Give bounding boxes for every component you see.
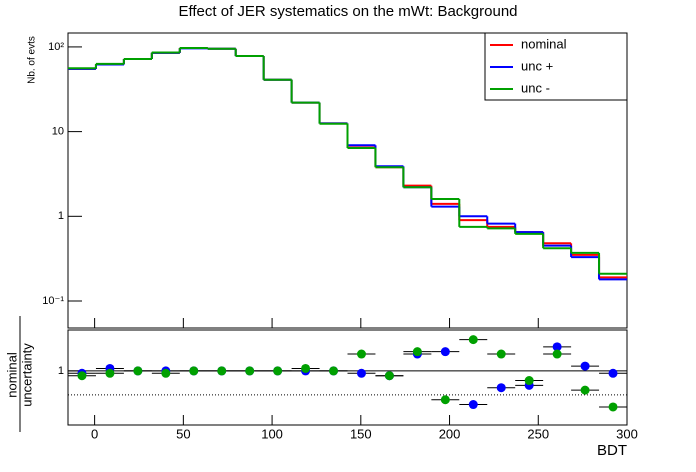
ratio-point bbox=[245, 366, 255, 376]
ratio-point bbox=[496, 383, 506, 393]
ratio-point bbox=[412, 347, 422, 357]
ratio-point bbox=[580, 385, 590, 395]
x-axis-label: BDT bbox=[597, 442, 627, 459]
plot-frame bbox=[67, 329, 628, 426]
ratio-point bbox=[496, 349, 506, 359]
x-tick-label: 250 bbox=[527, 426, 549, 441]
y-tick-label: 10 bbox=[52, 126, 64, 138]
ratio-point bbox=[608, 402, 618, 412]
ratio-point bbox=[301, 363, 311, 373]
ratio-point bbox=[468, 335, 478, 345]
y-tick-label: 10⁻¹ bbox=[42, 295, 64, 307]
ratio-point bbox=[161, 368, 171, 378]
x-tick-label: 50 bbox=[176, 426, 190, 441]
ratio-point bbox=[580, 361, 590, 371]
legend-label: unc - bbox=[521, 80, 550, 95]
ratio-point bbox=[384, 371, 394, 381]
legend-label: nominal bbox=[521, 36, 567, 51]
ratio-point bbox=[552, 342, 562, 352]
x-tick-label: 300 bbox=[616, 426, 638, 441]
legend-label: unc + bbox=[521, 58, 553, 73]
ratio-label-den: uncertainty bbox=[19, 343, 34, 407]
ratio-point bbox=[189, 366, 199, 376]
y-axis-label: Nb. of evts bbox=[27, 36, 38, 84]
ratio-point bbox=[356, 349, 366, 359]
ratio-point bbox=[133, 366, 143, 376]
ratio-point bbox=[105, 368, 115, 378]
ratio-point bbox=[217, 366, 227, 376]
ratio-point bbox=[77, 371, 87, 381]
ratio-point bbox=[329, 366, 339, 376]
ratio-point bbox=[440, 395, 450, 405]
ratio-point bbox=[608, 368, 618, 378]
x-tick-label: 150 bbox=[350, 426, 372, 441]
ratio-point bbox=[552, 349, 562, 359]
y-tick-label: 10² bbox=[48, 41, 64, 53]
ratio-point bbox=[356, 368, 366, 378]
x-tick-label: 100 bbox=[261, 426, 283, 441]
y-tick-label: 1 bbox=[58, 365, 64, 377]
x-tick-label: 200 bbox=[439, 426, 461, 441]
ratio-point bbox=[440, 347, 450, 357]
ratio-point bbox=[524, 376, 534, 386]
chart-title: Effect of JER systematics on the mWt: Ba… bbox=[178, 3, 517, 20]
ratio-label-num: nominal bbox=[4, 352, 19, 398]
x-tick-label: 0 bbox=[91, 426, 98, 441]
plot-frame bbox=[67, 32, 628, 329]
ratio-point bbox=[273, 366, 283, 376]
y-tick-label: 1 bbox=[58, 210, 64, 222]
ratio-point bbox=[468, 400, 478, 410]
